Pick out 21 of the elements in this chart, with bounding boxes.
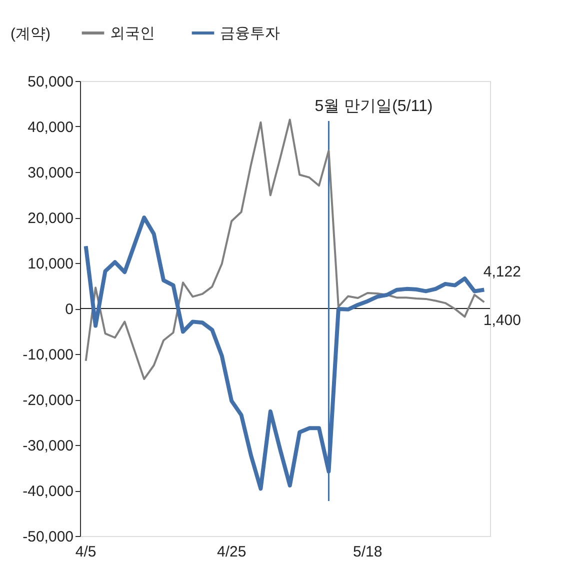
y-tick-label: 10,000 <box>28 256 74 272</box>
y-tick-label: 30,000 <box>28 164 74 182</box>
y-tick-label: -30,000 <box>22 438 74 454</box>
y-axis-title: (계약) <box>10 26 50 42</box>
y-tick-label: 50,000 <box>28 74 74 90</box>
x-tick-label: 4/25 <box>216 544 246 560</box>
x-tick-label: 5/18 <box>352 544 382 560</box>
y-tick-label: -40,000 <box>22 483 74 500</box>
data-label: 1,400 <box>483 312 521 330</box>
legend-label: 금융투자 <box>220 25 280 42</box>
y-tick-label: 20,000 <box>28 210 74 227</box>
legend-label: 외국인 <box>110 25 155 42</box>
line-series <box>84 118 486 380</box>
x-tick-label: 4/5 <box>75 544 96 560</box>
y-tick-label: 0 <box>65 301 74 318</box>
data-label: 4,122 <box>483 264 521 281</box>
y-tick-label: -10,000 <box>22 346 74 364</box>
y-tick-label: 40,000 <box>28 119 74 136</box>
y-tick-label: -20,000 <box>22 392 74 409</box>
y-tick-label: -50,000 <box>22 528 74 546</box>
annotation: 5월 만기일(5/11) <box>314 98 433 115</box>
